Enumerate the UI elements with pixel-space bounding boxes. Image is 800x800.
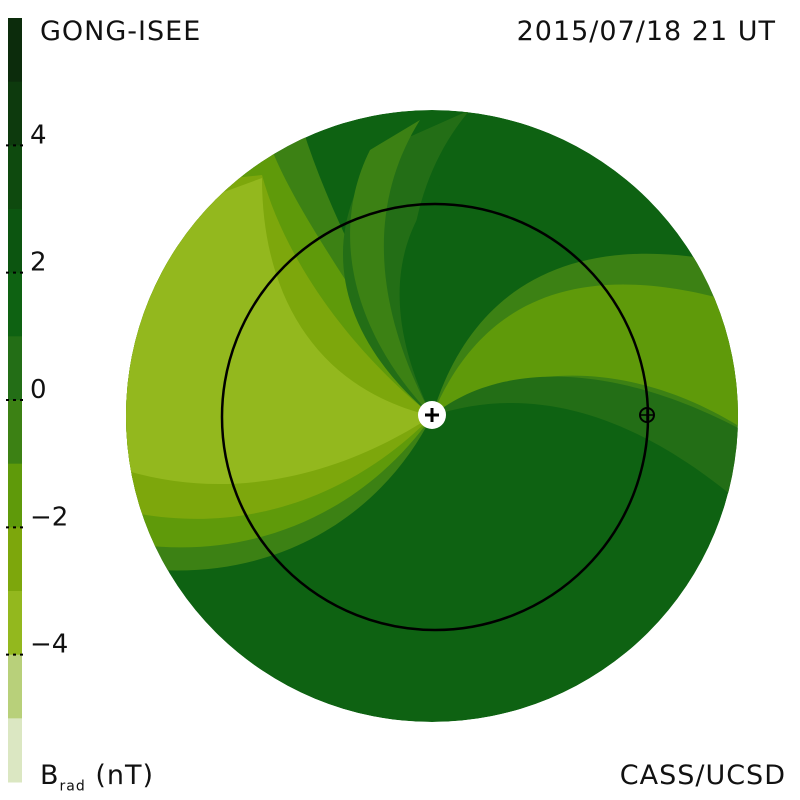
colorbar-segment — [8, 336, 22, 401]
colorbar-segment — [8, 209, 22, 274]
quantity-unit: (nT) — [95, 760, 155, 791]
sun-marker — [418, 401, 446, 429]
sector-band-4 — [126, 178, 432, 485]
colorbar-segment — [8, 272, 22, 337]
quantity-symbol: B — [40, 760, 60, 791]
colorbar-quantity-label: Brad (nT) — [40, 760, 154, 794]
colorbar-segment — [8, 145, 22, 210]
colorbar-segment — [8, 81, 22, 146]
colorbar-tick-label: 4 — [30, 120, 47, 150]
colorbar-tick-label: −4 — [30, 630, 68, 660]
earth-marker — [639, 407, 655, 423]
source-label: GONG-ISEE — [40, 16, 202, 47]
colorbar-segment — [8, 654, 22, 719]
upper-arm-2 — [350, 120, 432, 416]
institution-label: CASS/UCSD — [619, 760, 786, 791]
colorbar-segment — [8, 400, 22, 465]
colorbar-segment — [8, 591, 22, 656]
colorbar-segment — [8, 718, 22, 783]
colorbar-tick-label: 2 — [30, 248, 47, 278]
colorbar-tick-label: −2 — [30, 502, 68, 532]
right-arm-3 — [432, 376, 738, 520]
colorbar-ticks: 4 2 0 −2 −4 — [6, 120, 68, 660]
colorbar-segment — [8, 18, 22, 83]
earth-orbit — [220, 202, 650, 632]
colorbar-segment — [8, 527, 22, 592]
colorbar-tick-label: 0 — [30, 375, 47, 405]
right-arm-2 — [432, 284, 738, 440]
datetime-label: 2015/07/18 21 UT — [516, 16, 776, 47]
upper-inner — [399, 185, 440, 416]
quantity-subscript: rad — [59, 778, 86, 795]
colorbar — [8, 18, 22, 783]
colorbar-segment — [8, 463, 22, 528]
